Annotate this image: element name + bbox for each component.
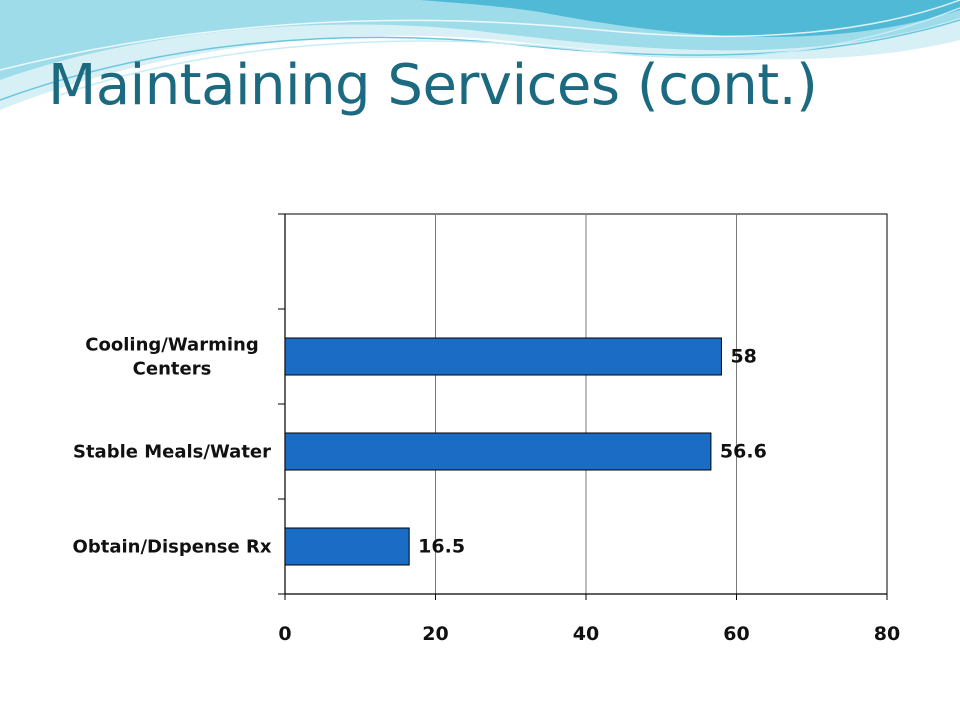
data-label: 56.6 xyxy=(720,441,767,463)
bar xyxy=(284,527,410,566)
x-tick-label: 0 xyxy=(278,623,291,645)
bar xyxy=(284,337,722,376)
category-label: Cooling/Warming xyxy=(85,335,258,356)
x-tick-label: 40 xyxy=(573,623,599,645)
category-label: Centers xyxy=(133,359,212,380)
category-label: Obtain/Dispense Rx xyxy=(73,537,272,558)
category-label: Stable Meals/Water xyxy=(73,442,271,463)
slide-title: Maintaining Services (cont.) xyxy=(48,53,818,118)
wave-dark xyxy=(420,0,960,37)
data-label: 58 xyxy=(730,346,756,368)
wave-line-2 xyxy=(59,7,960,96)
x-tick-label: 20 xyxy=(422,623,448,645)
wave-line-3 xyxy=(0,0,960,71)
bar xyxy=(284,432,712,471)
x-tick-label: 80 xyxy=(874,623,900,645)
data-label: 16.5 xyxy=(418,536,465,558)
x-tick-label: 60 xyxy=(723,623,749,645)
